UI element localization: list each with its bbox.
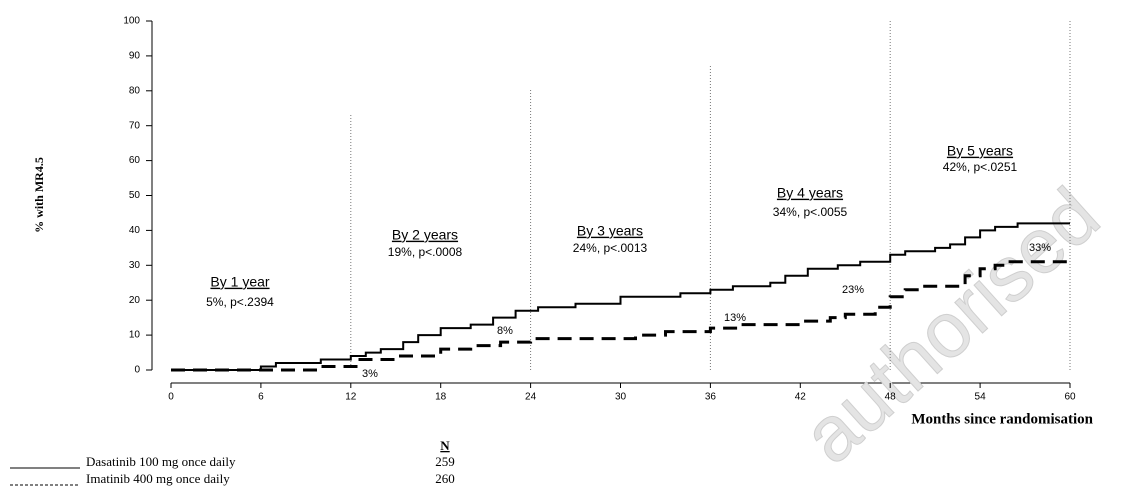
y-tick-label: 30 xyxy=(129,260,141,271)
y-tick-label: 100 xyxy=(123,16,140,27)
legend-n: 259 xyxy=(435,454,455,469)
annotation-title: By 4 years xyxy=(777,185,843,201)
legend-label: Imatinib 400 mg once daily xyxy=(86,471,230,486)
annotation-title: By 3 years xyxy=(577,223,643,239)
x-tick-label: 42 xyxy=(795,392,807,403)
x-tick-label: 18 xyxy=(435,392,447,403)
annotation-text: 42%, p<.0251 xyxy=(943,160,1018,174)
y-tick-label: 40 xyxy=(129,225,141,236)
percent-label: 23% xyxy=(842,284,864,296)
y-tick-label: 80 xyxy=(129,85,141,96)
annotation-title: By 1 year xyxy=(210,274,269,290)
percent-label: 13% xyxy=(724,312,746,324)
percent-label: 33% xyxy=(1029,242,1051,254)
x-tick-label: 24 xyxy=(525,392,537,403)
y-tick-label: 20 xyxy=(129,295,141,306)
legend-n: 260 xyxy=(435,471,455,486)
annotation-title: By 5 years xyxy=(947,143,1013,159)
n-header: N xyxy=(440,438,450,453)
annotation-text: 5%, p<.2394 xyxy=(206,295,274,309)
annotation-title: By 2 years xyxy=(392,227,458,243)
y-tick-label: 60 xyxy=(129,155,141,166)
x-tick-label: 48 xyxy=(885,392,897,403)
y-tick-label: 70 xyxy=(129,120,141,131)
annotation-text: 24%, p<.0013 xyxy=(573,241,648,255)
x-tick-label: 36 xyxy=(705,392,717,403)
percent-label: 3% xyxy=(362,368,378,380)
x-tick-label: 54 xyxy=(975,392,987,403)
percent-label: 8% xyxy=(497,325,513,337)
x-tick-label: 12 xyxy=(345,392,357,403)
x-tick-label: 6 xyxy=(258,392,264,403)
y-tick-label: 90 xyxy=(129,51,141,62)
annotation-text: 34%, p<.0055 xyxy=(773,205,848,219)
series-line xyxy=(171,260,1070,372)
series-line xyxy=(171,222,1070,371)
y-tick-label: 10 xyxy=(129,330,141,341)
x-tick-label: 0 xyxy=(168,392,174,403)
x-tick-label: 30 xyxy=(615,392,627,403)
y-axis-label: % with MR4.5 xyxy=(32,157,46,233)
legend-label: Dasatinib 100 mg once daily xyxy=(86,454,236,469)
annotation-text: 19%, p<.0008 xyxy=(388,245,463,259)
y-tick-label: 0 xyxy=(134,365,140,376)
x-axis-label: Months since randomisation xyxy=(911,411,1093,427)
x-tick-label: 60 xyxy=(1064,392,1076,403)
y-tick-label: 50 xyxy=(129,190,141,201)
